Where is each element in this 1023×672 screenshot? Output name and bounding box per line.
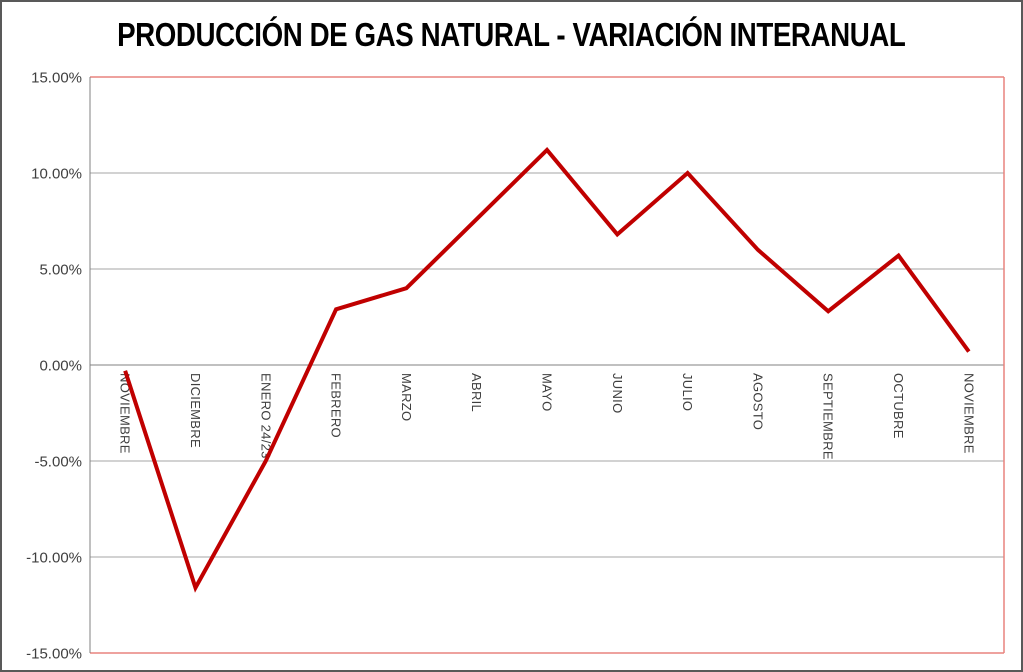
x-axis-category-label-group: ENERO 24/23 (258, 373, 273, 459)
chart-title: PRODUCCIÓN DE GAS NATURAL - VARIACIÓN IN… (2, 16, 1021, 54)
x-axis-category-label: SEPTIEMBRE (821, 373, 836, 460)
x-axis-category-label-group: JULIO (680, 373, 695, 411)
x-axis-category-label: NOVIEMBRE (118, 373, 133, 454)
y-axis-tick-label: 15.00% (31, 70, 82, 87)
x-axis-category-label-group: SEPTIEMBRE (821, 373, 836, 460)
x-axis-category-label: OCTUBRE (891, 373, 906, 439)
y-axis-tick-label: 5.00% (39, 262, 82, 279)
chart-title-text: PRODUCCIÓN DE GAS NATURAL - VARIACIÓN IN… (117, 16, 906, 53)
series-line-variacion-interanual (123, 147, 971, 593)
x-axis-category-label: MARZO (399, 373, 414, 421)
y-axis-tick-label: 0.00% (39, 358, 82, 375)
x-axis-category-label-group: FEBRERO (329, 373, 344, 438)
x-axis-category-label-group: NOVIEMBRE (118, 373, 133, 454)
x-axis-category-label-group: ABRIL (469, 373, 484, 412)
y-axis-tick-label: -5.00% (34, 454, 82, 471)
y-axis-tick-label: 10.00% (31, 166, 82, 183)
x-axis-category-label-group: DICIEMBRE (188, 373, 203, 448)
x-axis-category-label-group: AGOSTO (750, 373, 765, 430)
x-axis-category-label: AGOSTO (750, 373, 765, 430)
x-axis-category-label: NOVIEMBRE (961, 373, 976, 454)
x-axis-category-label-group: JUNIO (610, 373, 625, 414)
x-axis-category-label: JUNIO (610, 373, 625, 414)
x-axis-category-label: FEBRERO (329, 373, 344, 438)
x-axis-category-label: MAYO (540, 373, 555, 412)
x-axis-category-label: JULIO (680, 373, 695, 411)
x-axis-category-label-group: MARZO (399, 373, 414, 421)
x-axis-category-label: ABRIL (469, 373, 484, 412)
x-axis-category-label: ENERO 24/23 (258, 373, 273, 459)
x-axis-category-label: DICIEMBRE (188, 373, 203, 448)
y-axis-tick-label: -10.00% (26, 550, 82, 567)
y-axis-tick-label: -15.00% (26, 646, 82, 663)
x-axis-category-label-group: MAYO (540, 373, 555, 412)
x-axis-category-label-group: NOVIEMBRE (961, 373, 976, 454)
x-axis-category-label-group: OCTUBRE (891, 373, 906, 439)
